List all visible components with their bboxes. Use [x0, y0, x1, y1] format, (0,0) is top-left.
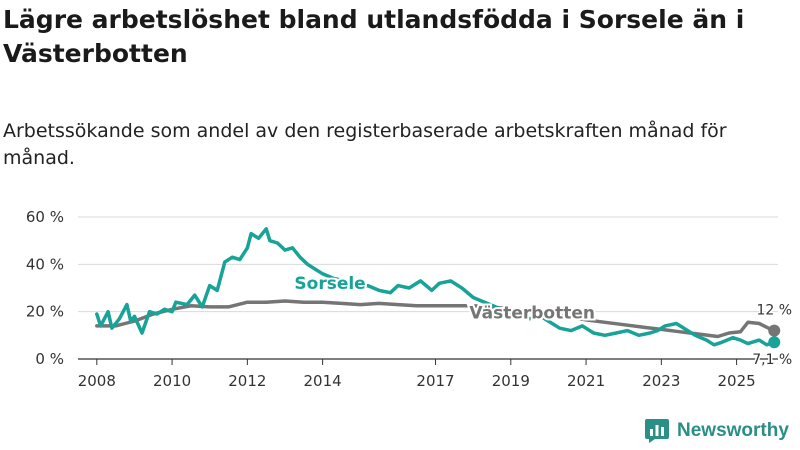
series-line-västerbotten [95, 299, 776, 339]
x-tick-label: 2012 [228, 372, 266, 390]
x-tick-label: 2008 [78, 372, 116, 390]
series-end-point-västerbotten [768, 324, 781, 337]
line-chart: 0 % 20 % 40 % 60 % 2008 2010 2012 2014 2017 2019 2… [26, 208, 794, 390]
series-layer [95, 227, 781, 349]
chart-title: Lägre arbetslöshet bland utlandsfödda i … [3, 5, 745, 68]
x-tick-label: 2014 [304, 372, 342, 390]
end-label-sorsele: 7,1 % [752, 352, 792, 368]
end-label-vasterbotten: 12 % [756, 303, 792, 319]
series-label-sorsele: Sorsele [294, 274, 365, 294]
x-tick-label: 2017 [416, 372, 454, 390]
series-label-vasterbotten: Västerbotten [469, 303, 595, 323]
x-tick-label: 2019 [492, 372, 530, 390]
x-tick-label: 2010 [153, 372, 191, 390]
chart-subtitle: Arbetssökande som andel av den registerb… [3, 120, 727, 169]
label-layer: Västerbotten Sorsele 12 % 7,1 % [292, 272, 793, 370]
newsworthy-logo: Newsworthy [645, 419, 789, 443]
x-tick-label: 2021 [567, 372, 605, 390]
axis-layer: 0 % 20 % 40 % 60 % 2008 2010 2012 2014 2017 2019 2… [26, 208, 756, 390]
y-tick-label: 60 % [26, 208, 64, 226]
series-end-point-sorsele [768, 336, 781, 349]
series-line-sorsele [95, 227, 776, 347]
x-tick-label: 2023 [642, 372, 680, 390]
y-tick-label: 0 % [35, 350, 64, 368]
newsworthy-logo-icon [645, 419, 669, 443]
y-tick-label: 40 % [26, 255, 64, 273]
y-tick-label: 20 % [26, 303, 64, 321]
newsworthy-logo-text: Newsworthy [677, 420, 789, 441]
x-tick-label: 2025 [718, 372, 756, 390]
